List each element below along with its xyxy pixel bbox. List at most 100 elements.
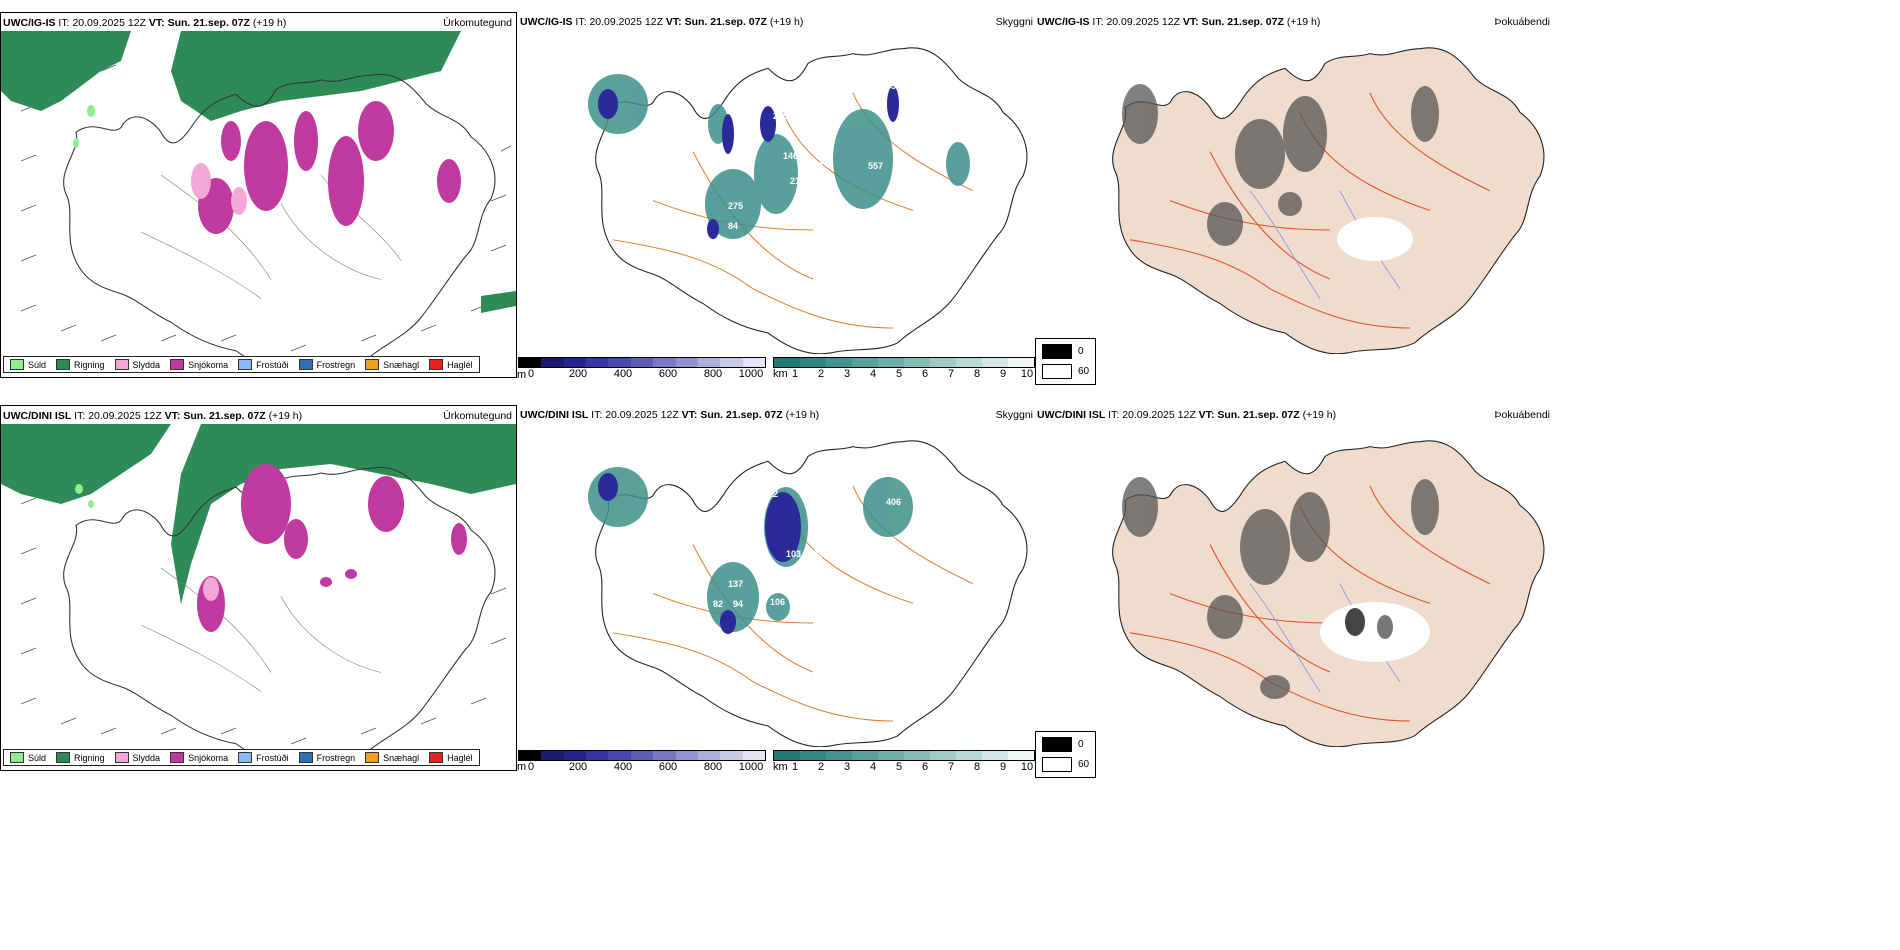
legend-item: Slydda xyxy=(114,752,160,763)
rain-region xyxy=(481,291,516,313)
colorbar-tick: 1 xyxy=(791,368,799,380)
legend-item: Snæhagl xyxy=(365,752,419,763)
panel-title: Skyggni xyxy=(995,409,1033,421)
vt-value: Sun. 21.sep. 07Z xyxy=(167,17,250,29)
panel-header: UWC/DINI ISL IT: 20.09.2025 12Z VT: Sun.… xyxy=(1037,409,1336,422)
fog-key-label: 60 xyxy=(1078,759,1090,770)
it-label: IT: xyxy=(1108,409,1120,421)
lead-time: (+19 h) xyxy=(785,409,820,421)
legend-swatch xyxy=(170,359,185,370)
model-name: UWC/DINI ISL xyxy=(520,409,589,421)
legend-label: Rigning xyxy=(74,752,105,763)
visibility-colorbar-ticks: km 1 2 3 4 5 6 7 8 9 10 xyxy=(773,761,1035,774)
model-name: UWC/IG-IS xyxy=(1037,16,1090,28)
precip-map xyxy=(1,424,516,754)
legend-swatch xyxy=(238,752,253,763)
vt-label: VT: xyxy=(681,409,698,421)
it-value: 20.09.2025 12Z xyxy=(88,410,162,422)
legend-swatch xyxy=(298,359,313,370)
vt-label: VT: xyxy=(1198,409,1215,421)
it-label: IT: xyxy=(58,17,70,29)
legend-item: Súld xyxy=(10,752,46,763)
visibility-colorbar: km 1 2 3 4 5 6 7 8 9 10 xyxy=(773,750,1035,774)
legend-item: Frostregn xyxy=(298,752,355,763)
vt-label: VT: xyxy=(164,410,181,422)
fog-key-row: 60 xyxy=(1042,364,1089,379)
wind-barbs xyxy=(20,497,507,745)
colorbar-tick: 200 xyxy=(568,761,588,773)
panel-header: UWC/IG-IS IT: 20.09.2025 12Z VT: Sun. 21… xyxy=(1037,16,1320,29)
it-label: IT: xyxy=(1092,16,1104,28)
colorbar-tick: 4 xyxy=(869,761,877,773)
fog-map xyxy=(1112,47,1545,354)
colorbar-tick: 5 xyxy=(895,368,903,380)
model-name: UWC/IG-IS xyxy=(3,17,56,29)
legend-label: Snæhagl xyxy=(383,359,420,370)
cloud-label: 275 xyxy=(728,201,743,211)
fog-key-swatch xyxy=(1042,364,1072,379)
panel-header: UWC/IG-IS IT: 20.09.2025 12Z VT: Sun. 21… xyxy=(3,17,286,30)
it-value: 20.09.2025 12Z xyxy=(605,409,679,421)
wind-barbs xyxy=(20,64,512,352)
fog-key-swatch xyxy=(1042,344,1072,359)
legend-item: Rigning xyxy=(56,752,105,763)
it-label: IT: xyxy=(591,409,603,421)
it-value: 20.09.2025 12Z xyxy=(72,17,146,29)
vt-label: VT: xyxy=(665,16,682,28)
cloud-label: 146 xyxy=(828,604,843,614)
colorbar-tick: 800 xyxy=(703,368,723,380)
legend-label: Súld xyxy=(28,359,47,370)
model-name: UWC/IG-IS xyxy=(520,16,573,28)
panel-title: Úrkomutegund xyxy=(443,17,512,29)
fog-key: 0 60 xyxy=(1035,731,1097,778)
cloud-label: 155 xyxy=(768,216,783,226)
colorbar-unit: m xyxy=(517,369,527,381)
colorbar-tick: 400 xyxy=(613,368,633,380)
cloud-label: 146 xyxy=(783,151,798,161)
legend-swatch xyxy=(429,752,444,763)
cloud-label: 323 xyxy=(896,116,911,126)
it-value: 20.09.2025 12Z xyxy=(589,16,663,28)
legend-swatch xyxy=(238,359,253,370)
colorbar-tick: 6 xyxy=(921,761,929,773)
fog-dark-regions xyxy=(1122,84,1439,246)
legend-label: Súld xyxy=(28,752,47,763)
cloud-label: 50 xyxy=(858,569,868,579)
legend-item: Haglél xyxy=(429,752,473,763)
fog-dark-regions xyxy=(1122,477,1439,699)
legend-swatch xyxy=(429,359,444,370)
legend-label: Slydda xyxy=(132,359,161,370)
height-colorbar-ticks: m 0 200 400 600 800 1000 xyxy=(517,368,766,381)
fog-key-row: 0 xyxy=(1042,344,1089,359)
colorbar-tick: 10 xyxy=(1020,368,1034,380)
fog-panel-row2: UWC/DINI ISL IT: 20.09.2025 12Z VT: Sun.… xyxy=(1035,405,1552,778)
legend-item: Súld xyxy=(10,359,46,370)
visibility-colorbar-swatches xyxy=(773,750,1035,761)
legend-label: Snæhagl xyxy=(383,752,420,763)
cloud-label: 66 xyxy=(703,619,713,629)
rain-region xyxy=(171,424,516,604)
fog-key-label: 60 xyxy=(1078,366,1090,377)
vt-value: Sun. 21.sep. 07Z xyxy=(700,409,783,421)
colorbar-tick: 1000 xyxy=(738,761,764,773)
vt-value: Sun. 21.sep. 07Z xyxy=(183,410,266,422)
panel-title: Þokuábendi xyxy=(1494,409,1550,421)
colorbar-unit: km xyxy=(773,761,788,773)
height-colorbar: m 0 200 400 600 800 1000 xyxy=(517,357,766,381)
cloud-label: 235 xyxy=(773,111,788,121)
colorbar-tick: 1 xyxy=(791,761,799,773)
colorbar-tick: 2 xyxy=(817,761,825,773)
vt-label: VT: xyxy=(1182,16,1199,28)
height-colorbar-ticks: m 0 200 400 600 800 1000 xyxy=(517,761,766,774)
snow-regions xyxy=(198,101,461,234)
legend-item: Frostúði xyxy=(238,359,289,370)
legend-item: Slydda xyxy=(114,359,161,370)
cloud-labels: 833 323 446 101 557 235 177 146 37 214 2… xyxy=(613,81,953,231)
cloud-label: 833 xyxy=(886,81,901,91)
cloud-panel-row2: UWC/DINI ISL IT: 20.09.2025 12Z VT: Sun.… xyxy=(517,405,1035,774)
visibility-colorbar-ticks: km 1 2 3 4 5 6 7 8 9 10 xyxy=(773,368,1035,381)
rain-region xyxy=(1,424,171,504)
lead-time: (+19 h) xyxy=(769,16,804,28)
rain-region xyxy=(171,31,461,121)
fog-panel-row1: UWC/IG-IS IT: 20.09.2025 12Z VT: Sun. 21… xyxy=(1035,12,1552,385)
